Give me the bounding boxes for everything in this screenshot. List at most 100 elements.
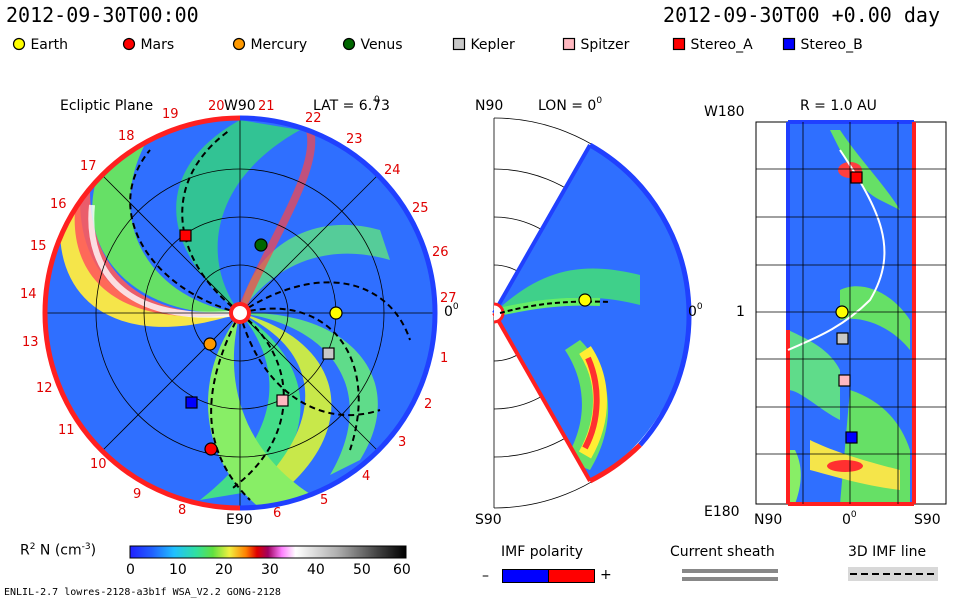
spitzer-marker-icon: [562, 37, 576, 51]
colorbar-tick: 10: [169, 562, 187, 578]
ecliptic-plane-panel: Ecliptic Plane W90 LAT = 6.73 0: [20, 95, 459, 528]
rot-label-16: 16: [50, 197, 67, 212]
rot-label-10: 10: [90, 457, 107, 472]
earth-marker-icon: [329, 306, 343, 320]
density-colorbar: [129, 545, 407, 559]
rot-label-26: 26: [432, 245, 449, 260]
imf-negative-swatch: [502, 569, 549, 583]
colorbar-label: R2 N (cm-3): [20, 542, 97, 559]
current-sheath-line-1: [682, 569, 778, 573]
venus-marker-icon: [254, 238, 268, 252]
legend-spitzer: Spitzer: [562, 37, 629, 53]
mars-marker-icon: [122, 37, 136, 51]
kepler-marker-icon: [452, 37, 466, 51]
spitzer-marker-icon: [838, 374, 851, 387]
ecliptic-polarity-arc-west: [42, 115, 241, 314]
imf-plus-label: +: [600, 567, 612, 583]
rot-label-6: 6: [273, 506, 281, 521]
colorbar-tick: 50: [353, 562, 371, 578]
mars-marker-icon: [204, 442, 218, 456]
legend-label: Venus: [360, 37, 403, 53]
rot-label-12: 12: [36, 381, 53, 396]
ecliptic-right-label: 00: [444, 302, 459, 320]
earth-marker-icon: [835, 305, 849, 319]
legend-kepler: Kepler: [452, 37, 515, 53]
ecliptic-polarity-arc-north: [239, 115, 438, 314]
svg-text:LAT = 6.73: LAT = 6.73: [313, 98, 390, 114]
stereo-a-marker-icon: [179, 229, 192, 242]
legend-stereo-b: Stereo_B: [782, 37, 863, 53]
imf-line-title: 3D IMF line: [848, 544, 927, 560]
rot-label-5: 5: [320, 493, 328, 508]
ecliptic-grid: [45, 118, 435, 508]
ecliptic-top-label: W90: [224, 98, 256, 114]
meridional-edge-north: [492, 144, 592, 314]
rot-label-11: 11: [58, 423, 75, 438]
sphere-bottom-left: E180: [704, 504, 740, 520]
meridional-imf-line: [499, 300, 611, 314]
sphere-bottom-s: S90: [914, 512, 941, 528]
colorbar-tick: 60: [393, 562, 411, 578]
rot-label-15: 15: [30, 239, 47, 254]
rot-label-19: 19: [162, 107, 179, 122]
rot-label-27: 27: [440, 291, 457, 306]
header-left: 2012-09-30T00:00: [6, 3, 199, 27]
current-sheath-title: Current sheath: [670, 544, 775, 560]
colorbar-tick: 20: [215, 562, 233, 578]
legend-mars: Mars: [122, 37, 174, 53]
sphere-object-markers: [835, 171, 863, 444]
meridional-polarity-arc-north: [588, 142, 692, 314]
header-right: 2012-09-30T00 +0.00 day: [663, 3, 940, 27]
svg-text:0: 0: [374, 95, 380, 105]
sphere-bottom-mid: 00: [842, 510, 857, 528]
rotation-number-labels: 19 20 21 22 23 24 25 26 27 1 2 3 4 5 6 8…: [20, 99, 457, 521]
meridional-right-label: 00: [688, 302, 703, 320]
ecliptic-title: Ecliptic Plane: [60, 98, 153, 114]
colorbar-tick: 40: [307, 562, 325, 578]
mercury-marker-icon: [232, 37, 246, 51]
rot-label-20: 20: [208, 99, 225, 114]
ecliptic-lat-label: LAT = 6.73 0: [313, 95, 390, 114]
meridional-title: LON = 00: [538, 96, 602, 114]
sphere-bottom-n: N90: [754, 512, 782, 528]
legend-label: Spitzer: [580, 37, 630, 53]
legend-label: Mercury: [250, 37, 308, 53]
kepler-marker-icon: [322, 347, 335, 360]
stereo-a-marker-icon: [850, 171, 863, 184]
legend-mercury: Mercury: [232, 37, 307, 53]
legend-stereo-a: Stereo_A: [672, 37, 753, 53]
rot-label-17: 17: [80, 159, 97, 174]
meridional-top-left: N90: [475, 98, 503, 114]
meridional-bottom-left: S90: [475, 512, 502, 528]
legend-label: Kepler: [470, 37, 515, 53]
rot-label-1: 1: [440, 351, 448, 366]
rot-label-21: 21: [258, 99, 275, 114]
rot-label-13: 13: [22, 335, 39, 350]
rot-label-24: 24: [384, 163, 401, 178]
meridional-edge-south: [492, 312, 592, 482]
sphere-title: R = 1.0 AU: [800, 98, 877, 114]
legend-label: Earth: [30, 37, 68, 53]
colorbar-tick: 30: [261, 562, 279, 578]
stereo-b-marker-icon: [845, 431, 858, 444]
legend-earth: Earth: [12, 37, 68, 53]
rot-label-25: 25: [412, 201, 429, 216]
meridional-polarity-arc-mid: [638, 312, 692, 447]
ecliptic-bottom-label: E90: [226, 512, 253, 528]
model-info-footer: ENLIL-2.7 lowres-2128-a3b1f WSA_V2.2 GON…: [4, 587, 281, 598]
rot-label-8: 8: [178, 503, 186, 518]
spitzer-marker-icon: [276, 394, 289, 407]
stereo-b-marker-icon: [782, 37, 796, 51]
venus-marker-icon: [342, 37, 356, 51]
legend-label: Stereo_B: [800, 37, 863, 53]
mercury-marker-icon: [203, 337, 217, 351]
stereo-b-marker-icon: [185, 396, 198, 409]
sphere-top-left: W180: [704, 104, 745, 120]
imf-minus-label: –: [482, 568, 489, 584]
imf-positive-swatch: [548, 569, 595, 583]
rot-label-23: 23: [346, 132, 363, 147]
legend-label: Stereo_A: [690, 37, 753, 53]
ecliptic-object-markers: [179, 229, 343, 456]
rot-label-18: 18: [118, 129, 135, 144]
rot-label-2: 2: [424, 397, 432, 412]
